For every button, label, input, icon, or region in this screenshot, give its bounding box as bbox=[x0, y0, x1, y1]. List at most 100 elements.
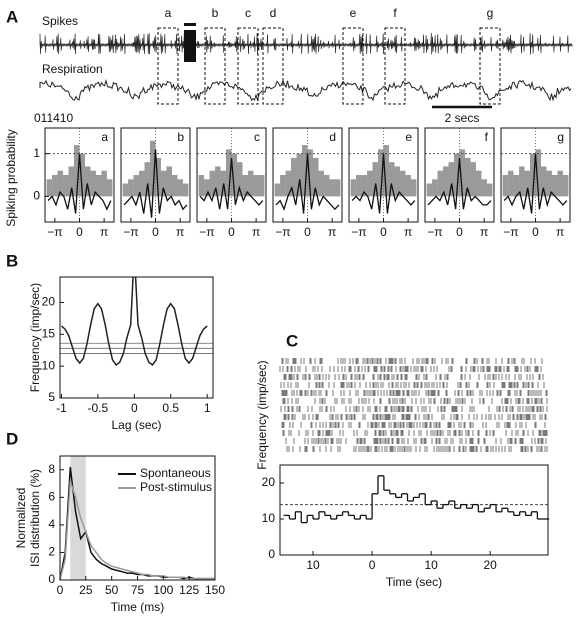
y-tick-label: 20 bbox=[262, 475, 276, 489]
x-tick-label: 10 bbox=[306, 558, 320, 572]
phase-bar bbox=[367, 170, 373, 197]
scale-bar-label: 2 secs bbox=[445, 111, 480, 125]
phase-bar bbox=[426, 183, 433, 197]
window-label: c bbox=[245, 6, 251, 20]
panel-label: C bbox=[286, 331, 298, 350]
phase-bar bbox=[519, 166, 525, 197]
subpanel-label: a bbox=[101, 130, 108, 144]
phase-bar bbox=[475, 170, 482, 197]
stimulus-artifact bbox=[184, 30, 196, 62]
raster-row bbox=[285, 438, 547, 444]
y-axis-label: Frequency (imp/sec) bbox=[255, 360, 269, 469]
x-tick-label: 0 bbox=[228, 225, 235, 239]
phase-bar bbox=[106, 179, 113, 197]
y-tick-label: 1 bbox=[33, 146, 40, 160]
x-axis-label: Time (sec) bbox=[386, 575, 442, 589]
x-tick-label: 50 bbox=[105, 583, 119, 597]
x-tick-label: 1 bbox=[204, 401, 211, 415]
raster-row bbox=[281, 422, 546, 428]
phase-bar bbox=[405, 175, 411, 197]
phase-bar bbox=[231, 153, 237, 197]
phase-bar bbox=[323, 175, 330, 197]
phase-bar bbox=[513, 175, 520, 197]
phase-curve bbox=[275, 153, 340, 214]
phase-curve bbox=[123, 149, 188, 218]
phase-bar bbox=[285, 170, 292, 197]
y-tick-label: 0 bbox=[268, 547, 275, 561]
trace-label: Respiration bbox=[42, 62, 103, 76]
phase-bar bbox=[150, 140, 156, 197]
phase-bar bbox=[139, 170, 145, 197]
phase-bar bbox=[383, 145, 389, 197]
phase-bar bbox=[388, 162, 395, 197]
phase-curve bbox=[351, 153, 416, 214]
window-box bbox=[204, 27, 226, 105]
window-box bbox=[479, 27, 501, 105]
phase-bar bbox=[486, 183, 493, 197]
y-tick-label: 10 bbox=[262, 511, 276, 525]
legend-label: Spontaneous bbox=[140, 466, 211, 480]
phase-bar bbox=[74, 145, 80, 197]
phase-bar bbox=[198, 175, 205, 197]
x-tick-label: 0.5 bbox=[162, 401, 179, 415]
y-tick-label: 20 bbox=[42, 295, 56, 309]
phase-bar bbox=[95, 175, 102, 197]
phase-bar bbox=[508, 170, 514, 197]
x-tick-label: -0.5 bbox=[88, 401, 109, 415]
phase-bar bbox=[502, 175, 509, 197]
x-tick-label: 0 bbox=[76, 225, 83, 239]
x-tick-label: −π bbox=[123, 225, 138, 239]
phase-bar bbox=[562, 175, 569, 197]
y-tick-label: 0 bbox=[48, 572, 55, 586]
phase-bar bbox=[432, 179, 438, 197]
window-box bbox=[262, 27, 284, 105]
raster-row bbox=[286, 446, 548, 452]
y-tick-label: 4 bbox=[48, 517, 55, 531]
raster-row bbox=[283, 374, 544, 380]
phase-bar bbox=[312, 157, 319, 197]
x-tick-label: 0 bbox=[369, 558, 376, 572]
phase-bar bbox=[329, 179, 335, 197]
raster-row bbox=[282, 398, 548, 404]
window-label: e bbox=[350, 6, 357, 20]
x-tick-label: 0 bbox=[131, 401, 138, 415]
phase-bar bbox=[557, 170, 563, 197]
phase-bar bbox=[101, 170, 107, 197]
phase-bar bbox=[226, 149, 232, 197]
phase-bar bbox=[236, 162, 243, 197]
panel-label: B bbox=[6, 251, 18, 270]
y-tick-label: 0 bbox=[33, 189, 40, 203]
x-tick-label: 0 bbox=[532, 225, 539, 239]
y-tick-label: 8 bbox=[48, 462, 55, 476]
phase-bar bbox=[551, 175, 558, 197]
subpanel-label: b bbox=[177, 130, 184, 144]
x-tick-label: 150 bbox=[205, 583, 225, 597]
phase-bar bbox=[160, 170, 167, 197]
phase-bar bbox=[280, 175, 286, 197]
window-box bbox=[384, 27, 406, 105]
phase-bar bbox=[546, 170, 552, 197]
x-tick-label: 20 bbox=[483, 558, 497, 572]
phase-bar bbox=[274, 183, 281, 197]
window-label: g bbox=[487, 6, 494, 20]
phase-bar bbox=[530, 153, 536, 197]
plot-frame bbox=[279, 464, 549, 556]
phase-bar bbox=[52, 175, 58, 197]
phase-bar bbox=[209, 170, 216, 197]
x-tick-label: 0 bbox=[380, 225, 387, 239]
phase-bar bbox=[242, 175, 248, 197]
phase-bar bbox=[437, 170, 444, 197]
phase-bar bbox=[215, 166, 221, 197]
window-label: d bbox=[270, 6, 277, 20]
plot-frame bbox=[59, 276, 214, 399]
panel-label: D bbox=[6, 429, 18, 448]
stimulus-bar bbox=[184, 23, 196, 26]
phase-bar bbox=[464, 157, 471, 197]
x-tick-label: π bbox=[328, 225, 336, 239]
x-tick-label: π bbox=[556, 225, 564, 239]
x-tick-label: 125 bbox=[179, 583, 199, 597]
phase-bar bbox=[454, 153, 460, 197]
phase-bar bbox=[302, 145, 308, 197]
